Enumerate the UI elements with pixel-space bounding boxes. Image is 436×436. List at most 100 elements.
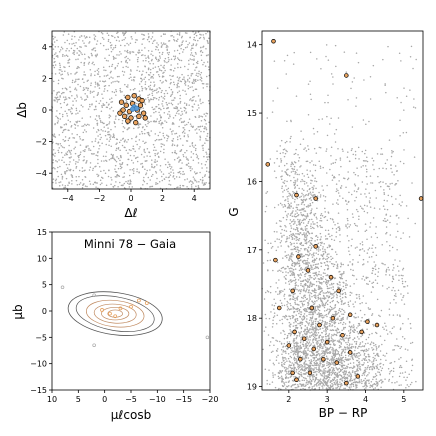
field-star — [117, 167, 120, 170]
field-star — [131, 79, 133, 81]
field-star — [87, 108, 90, 110]
field-star — [68, 181, 70, 183]
field-star — [80, 104, 83, 107]
cmd-field-star — [293, 265, 296, 268]
cmd-field-star — [300, 280, 302, 283]
cmd-field-star — [302, 222, 305, 224]
cmd-field-star — [301, 244, 303, 247]
field-star — [119, 91, 122, 93]
cmd-field-star — [321, 254, 323, 257]
field-star — [108, 133, 110, 136]
field-star — [63, 186, 65, 189]
field-star — [151, 163, 153, 165]
cmd-field-star — [314, 370, 316, 373]
field-star — [74, 44, 76, 47]
cmd-field-star — [285, 149, 287, 152]
field-star — [139, 94, 141, 96]
cmd-field-star — [315, 252, 317, 254]
cmd-field-star — [264, 368, 267, 371]
cmd-field-star — [323, 306, 326, 309]
cmd-field-star — [285, 241, 287, 243]
cmd-field-star — [303, 204, 306, 206]
field-star — [167, 161, 169, 163]
cmd-field-star — [372, 323, 374, 326]
cmd-field-star — [389, 302, 392, 304]
field-star — [137, 56, 139, 59]
cmd-field-star — [338, 353, 341, 356]
cmd-field-star — [305, 371, 308, 374]
cmd-field-star — [370, 385, 373, 387]
field-star — [125, 65, 127, 68]
cmd-field-star — [302, 343, 305, 346]
field-star — [107, 48, 109, 50]
cmd-field-star — [316, 343, 318, 345]
field-star — [189, 169, 192, 172]
cmd-field-star — [341, 301, 343, 303]
cmd-field-star — [307, 303, 310, 305]
cmd-field-star — [341, 368, 344, 371]
field-star — [168, 59, 170, 61]
cmd-field-star — [332, 339, 334, 341]
field-star — [168, 117, 170, 120]
cmd-field-star — [301, 219, 304, 222]
field-star — [149, 186, 151, 188]
field-star — [65, 152, 67, 154]
cmd-field-star — [362, 165, 364, 167]
cmd-field-star — [333, 295, 335, 297]
cmd-field-star — [375, 254, 378, 256]
cmd-field-star — [333, 381, 336, 384]
field-star — [153, 111, 155, 114]
field-star — [93, 34, 95, 36]
cmd-field-star — [363, 332, 366, 334]
field-star — [66, 47, 68, 50]
field-star — [75, 175, 78, 178]
cmd-field-star — [305, 283, 307, 285]
cmd-field-star — [335, 158, 337, 161]
cmd-field-star — [293, 322, 295, 324]
cmd-field-star — [263, 330, 266, 332]
field-star — [114, 44, 117, 47]
field-star — [70, 156, 72, 158]
cmd-field-star — [305, 363, 308, 365]
field-star — [112, 48, 114, 51]
cmd-field-star — [362, 159, 365, 162]
cmd-field-star — [310, 246, 313, 248]
field-star — [186, 185, 188, 188]
cmd-field-star — [342, 263, 344, 266]
field-star — [163, 107, 165, 110]
cmd-field-star — [318, 335, 321, 337]
cmd-field-star — [374, 264, 377, 266]
field-star — [119, 181, 121, 184]
field-star — [166, 134, 168, 137]
cmd-field-star — [303, 309, 306, 312]
cmd-field-star — [304, 215, 306, 217]
field-star — [185, 93, 187, 95]
field-star — [129, 180, 131, 182]
field-star — [133, 170, 135, 172]
field-star — [155, 71, 158, 73]
cmd-field-star — [358, 215, 360, 218]
field-star — [160, 138, 163, 141]
cmd-field-star — [378, 167, 380, 170]
cmd-field-star — [401, 277, 403, 280]
field-star — [105, 75, 108, 77]
field-star — [59, 96, 61, 98]
cmd-field-star — [325, 338, 327, 340]
cmd-field-star — [380, 147, 383, 150]
cmd-field-star — [335, 231, 338, 233]
field-star — [188, 63, 190, 65]
field-star — [151, 36, 154, 38]
field-star — [92, 127, 95, 129]
field-star — [136, 160, 139, 163]
cmd-field-star — [374, 375, 376, 378]
cmd-field-star — [323, 377, 326, 379]
field-star — [205, 139, 208, 142]
spatial-member-stars — [117, 93, 148, 126]
field-star — [66, 115, 69, 117]
field-star — [52, 64, 55, 67]
field-star — [191, 54, 194, 57]
field-star — [168, 114, 171, 116]
field-star — [143, 132, 146, 135]
field-star — [52, 154, 55, 156]
cmd-field-star — [288, 195, 290, 197]
